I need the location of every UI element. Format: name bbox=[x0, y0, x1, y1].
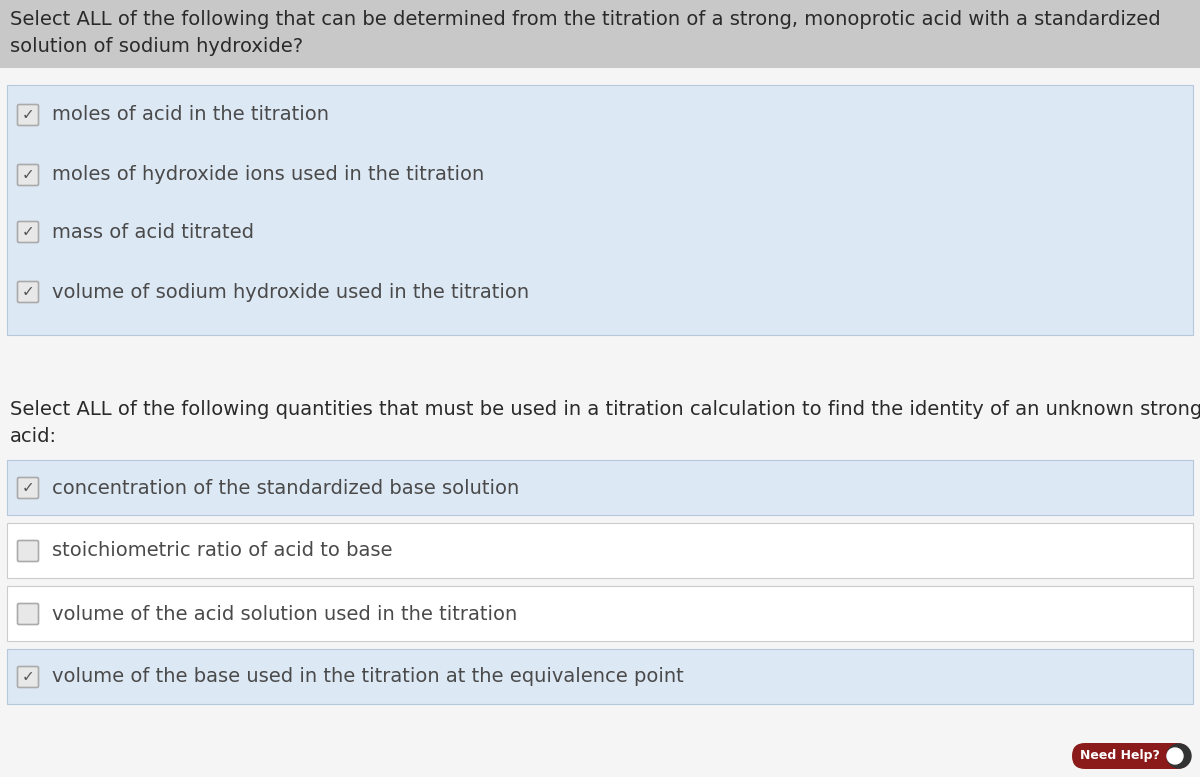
FancyBboxPatch shape bbox=[7, 649, 1193, 704]
Text: mass of acid titrated: mass of acid titrated bbox=[52, 222, 254, 242]
FancyBboxPatch shape bbox=[1072, 743, 1190, 769]
Text: moles of hydroxide ions used in the titration: moles of hydroxide ions used in the titr… bbox=[52, 166, 485, 184]
Circle shape bbox=[1166, 748, 1183, 764]
Text: volume of the base used in the titration at the equivalence point: volume of the base used in the titration… bbox=[52, 667, 684, 687]
FancyBboxPatch shape bbox=[18, 604, 38, 625]
FancyBboxPatch shape bbox=[18, 478, 38, 499]
Text: volume of sodium hydroxide used in the titration: volume of sodium hydroxide used in the t… bbox=[52, 283, 529, 301]
Text: ✓: ✓ bbox=[22, 168, 35, 183]
Text: concentration of the standardized base solution: concentration of the standardized base s… bbox=[52, 479, 520, 497]
Text: ✓: ✓ bbox=[22, 284, 35, 299]
Text: Need Help?: Need Help? bbox=[1080, 750, 1160, 762]
Text: stoichiometric ratio of acid to base: stoichiometric ratio of acid to base bbox=[52, 542, 392, 560]
FancyBboxPatch shape bbox=[18, 667, 38, 688]
Text: volume of the acid solution used in the titration: volume of the acid solution used in the … bbox=[52, 605, 517, 623]
FancyBboxPatch shape bbox=[18, 165, 38, 186]
Text: ✓: ✓ bbox=[22, 225, 35, 239]
FancyBboxPatch shape bbox=[7, 523, 1193, 578]
FancyBboxPatch shape bbox=[0, 0, 1200, 68]
Text: moles of acid in the titration: moles of acid in the titration bbox=[52, 106, 329, 124]
FancyBboxPatch shape bbox=[7, 586, 1193, 641]
Circle shape bbox=[1166, 744, 1190, 768]
Text: ✓: ✓ bbox=[22, 670, 35, 685]
FancyBboxPatch shape bbox=[18, 281, 38, 302]
Text: ✓: ✓ bbox=[22, 107, 35, 123]
FancyBboxPatch shape bbox=[18, 221, 38, 242]
FancyBboxPatch shape bbox=[18, 541, 38, 562]
FancyBboxPatch shape bbox=[7, 460, 1193, 515]
Text: ✓: ✓ bbox=[22, 480, 35, 496]
FancyBboxPatch shape bbox=[18, 104, 38, 126]
Text: Select ALL of the following quantities that must be used in a titration calculat: Select ALL of the following quantities t… bbox=[10, 400, 1200, 445]
FancyBboxPatch shape bbox=[7, 85, 1193, 335]
Text: Select ALL of the following that can be determined from the titration of a stron: Select ALL of the following that can be … bbox=[10, 10, 1160, 55]
